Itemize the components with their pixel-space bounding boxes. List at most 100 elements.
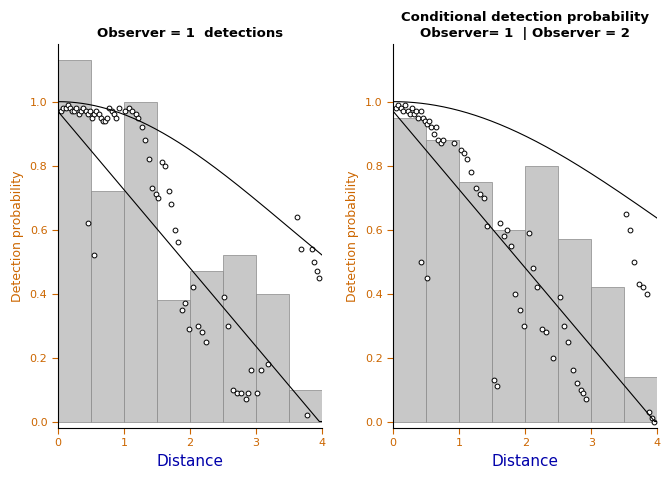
Point <box>426 123 437 131</box>
Point <box>448 139 459 147</box>
Point <box>620 210 631 217</box>
Point <box>107 108 118 115</box>
Y-axis label: Detection probability: Detection probability <box>347 170 360 302</box>
Point <box>296 245 306 252</box>
Point <box>536 325 547 333</box>
Point <box>84 108 95 115</box>
Point <box>488 376 499 384</box>
Bar <box>157 300 190 421</box>
Point <box>82 219 93 227</box>
Point <box>567 367 578 374</box>
Point <box>422 120 433 128</box>
Point <box>62 101 73 108</box>
Point <box>100 117 111 125</box>
Point <box>223 322 234 329</box>
Point <box>97 117 108 125</box>
Point <box>532 283 542 291</box>
Point <box>140 136 151 144</box>
Point <box>183 325 194 333</box>
Point <box>74 110 85 118</box>
Bar <box>393 118 426 421</box>
Bar <box>58 60 91 421</box>
Point <box>120 108 130 115</box>
Point <box>109 110 120 118</box>
Point <box>431 123 442 131</box>
Point <box>541 328 552 336</box>
Point <box>554 293 565 300</box>
Point <box>177 306 187 313</box>
Point <box>499 232 509 240</box>
Bar <box>624 377 657 421</box>
Point <box>69 108 80 115</box>
Point <box>228 386 239 394</box>
Point <box>422 274 433 281</box>
Point <box>82 110 93 118</box>
Bar <box>591 287 624 421</box>
Point <box>429 130 439 137</box>
Point <box>515 306 526 313</box>
Point <box>130 110 141 118</box>
Point <box>292 213 302 221</box>
Point <box>113 104 124 112</box>
Point <box>157 158 167 166</box>
Point <box>403 108 413 115</box>
Point <box>396 104 407 112</box>
Point <box>263 360 274 368</box>
Bar <box>124 102 157 421</box>
Point <box>58 104 69 112</box>
Point <box>437 136 448 144</box>
Point <box>170 226 181 233</box>
Bar <box>223 255 256 421</box>
Point <box>417 114 428 121</box>
Point <box>166 200 177 208</box>
Point <box>462 156 472 163</box>
Point <box>256 367 267 374</box>
Bar <box>526 166 558 421</box>
Point <box>302 411 313 419</box>
Point <box>91 108 101 115</box>
Point <box>133 114 144 121</box>
Point <box>400 101 411 108</box>
Point <box>146 184 157 192</box>
Point <box>415 108 426 115</box>
Point <box>67 108 78 115</box>
Point <box>391 104 402 112</box>
Point <box>393 101 404 108</box>
Point <box>642 290 653 298</box>
Point <box>95 114 106 121</box>
Bar <box>91 191 124 421</box>
Point <box>173 239 183 246</box>
Bar <box>190 271 223 421</box>
Point <box>219 293 230 300</box>
Point <box>634 280 644 288</box>
Point <box>65 104 75 112</box>
Point <box>89 110 99 118</box>
Point <box>144 156 155 163</box>
Point <box>111 114 122 121</box>
Point <box>576 386 587 394</box>
Point <box>188 283 199 291</box>
Point <box>407 104 417 112</box>
Point <box>80 108 91 115</box>
Point <box>102 114 113 121</box>
Point <box>646 415 657 422</box>
Point <box>75 108 86 115</box>
Y-axis label: Detection probability: Detection probability <box>11 170 24 302</box>
Point <box>308 258 319 265</box>
Point <box>548 354 558 361</box>
Point <box>306 245 317 252</box>
Point <box>196 328 207 336</box>
Point <box>311 267 322 275</box>
Point <box>411 108 421 115</box>
Point <box>159 162 170 169</box>
Point <box>482 223 493 230</box>
Point <box>629 258 640 265</box>
Point <box>232 389 243 396</box>
Point <box>459 149 470 156</box>
Point <box>245 367 256 374</box>
Point <box>243 389 253 396</box>
Title: Conditional detection probability
Observer= 1  | Observer = 2: Conditional detection probability Observ… <box>401 11 649 40</box>
Point <box>56 108 67 115</box>
Point <box>415 258 426 265</box>
Point <box>93 110 104 118</box>
